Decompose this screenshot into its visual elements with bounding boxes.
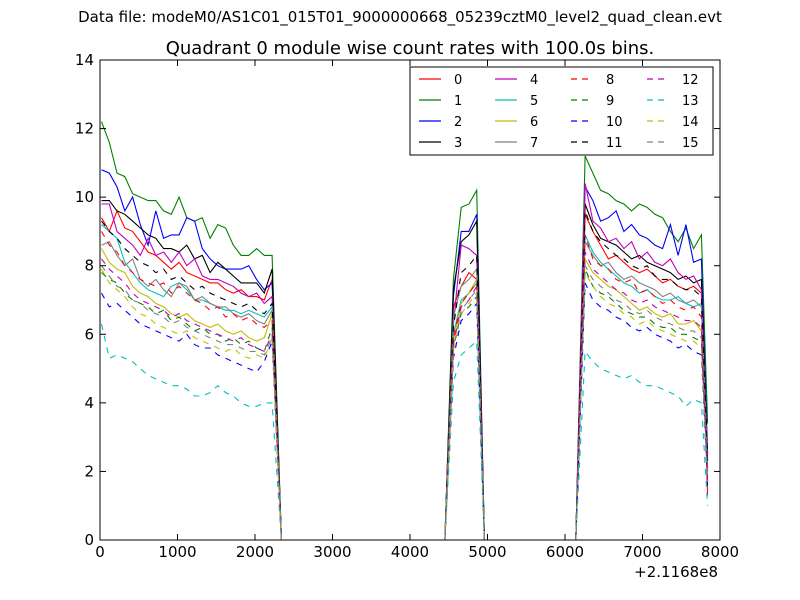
legend-frame — [409, 66, 714, 156]
x-tick-label: 7000 — [623, 543, 661, 561]
x-offset-label: +2.1168e8 — [634, 563, 718, 581]
series-line-2 — [101, 169, 709, 541]
series-line-1 — [100, 121, 709, 541]
data-file-title: Data file: modeM0/AS1C01_015T01_90000006… — [78, 8, 722, 26]
series-line-15 — [101, 263, 709, 541]
legend-label-9: 9 — [606, 94, 614, 109]
y-tick-label: 12 — [75, 120, 94, 138]
x-tick-label: 2000 — [236, 543, 274, 561]
legend-label-5: 5 — [530, 94, 538, 109]
series-line-6 — [101, 248, 709, 541]
x-tick-label: 6000 — [546, 543, 584, 561]
legend-label-1: 1 — [454, 94, 462, 109]
legend-label-7: 7 — [530, 136, 538, 151]
legend-label-14: 14 — [682, 115, 699, 130]
series-line-7 — [101, 239, 709, 541]
x-tick-label: 0 — [95, 543, 105, 561]
y-tick-label: 0 — [84, 531, 94, 549]
x-tick-label: 5000 — [468, 543, 506, 561]
legend-label-12: 12 — [682, 73, 699, 88]
y-tick-label: 4 — [84, 394, 94, 412]
legend-label-2: 2 — [454, 115, 462, 130]
y-tick-label: 14 — [75, 51, 94, 69]
legend-label-0: 0 — [454, 73, 462, 88]
series-line-4 — [101, 183, 709, 541]
axis-ticks: 0 1000 2000 3000 4000 5000 6000 7000 80000246810… — [75, 51, 739, 561]
series-line-8 — [101, 231, 709, 541]
legend-label-6: 6 — [530, 115, 538, 130]
legend-label-3: 3 — [454, 136, 462, 151]
chart-title: Quadrant 0 module wise count rates with … — [166, 38, 655, 59]
legend-label-11: 11 — [606, 136, 623, 151]
series-line-13 — [100, 323, 709, 541]
series-line-3 — [101, 200, 709, 541]
series-line-9 — [101, 268, 709, 541]
series-line-5 — [101, 224, 709, 541]
series-line-14 — [101, 268, 709, 541]
series-line-10 — [101, 282, 709, 541]
legend-label-10: 10 — [606, 115, 623, 130]
x-tick-label: 8000 — [701, 543, 739, 561]
x-tick-label: 4000 — [391, 543, 429, 561]
y-tick-label: 2 — [84, 462, 94, 480]
legend-label-13: 13 — [682, 94, 699, 109]
y-tick-label: 6 — [84, 325, 94, 343]
y-tick-label: 10 — [75, 188, 94, 206]
x-tick-label: 3000 — [313, 543, 351, 561]
x-tick-label: 1000 — [158, 543, 196, 561]
legend-label-15: 15 — [682, 136, 699, 151]
legend-label-8: 8 — [606, 73, 614, 88]
legend-label-4: 4 — [530, 73, 538, 88]
series-layer — [100, 121, 709, 541]
y-tick-label: 8 — [84, 257, 94, 275]
